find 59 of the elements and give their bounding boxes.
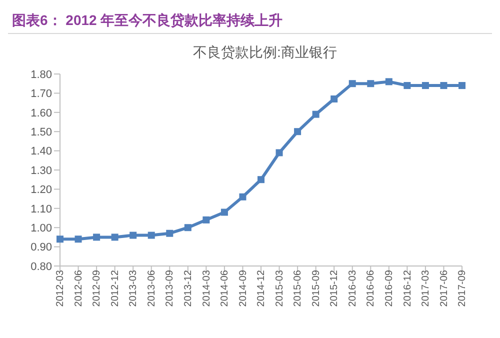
point [202, 216, 210, 224]
point [276, 149, 283, 156]
point [440, 82, 448, 90]
y-tick-label: 1.70 [30, 88, 52, 100]
chart-title: 图表6： 2012 年至今不良贷款比率持续上升 [8, 8, 492, 34]
x-tick-label: 2016-09 [384, 270, 396, 307]
point [330, 95, 338, 102]
point [458, 82, 466, 90]
x-tick-label: 2017-09 [457, 270, 468, 307]
point [148, 232, 155, 239]
x-tick-label: 2013-06 [146, 270, 158, 307]
point [111, 234, 118, 241]
point [130, 232, 137, 239]
point [367, 80, 374, 88]
x-tick-label: 2012-03 [55, 270, 66, 307]
point [404, 82, 411, 90]
point [239, 193, 246, 200]
x-tick-label: 2016-03 [347, 270, 358, 307]
point [422, 82, 429, 90]
y-tick-label: 1.10 [30, 203, 52, 216]
y-tick-label: 1.40 [30, 146, 52, 158]
x-tick-label: 2012-06 [73, 270, 84, 307]
x-tick-label: 2014-03 [201, 270, 212, 307]
x-tick-label: 2016-12 [402, 270, 414, 307]
x-tick-label: 2014-12 [256, 270, 268, 307]
chart-subtitle: 不良贷款比例:商业银行 [192, 44, 338, 62]
point [294, 128, 302, 136]
point [258, 176, 264, 184]
x-tick-label: 2015-09 [310, 270, 322, 307]
x-tick-label: 2014-09 [238, 270, 249, 307]
y-tick-label: 1.00 [30, 222, 52, 235]
point [56, 236, 64, 243]
x-tick-label: 2015-06 [292, 270, 304, 307]
point [348, 80, 356, 88]
y-tick-label: 1.20 [30, 184, 52, 196]
point [166, 230, 174, 237]
x-tick-label: 2014-06 [220, 270, 231, 307]
x-tick-label: 2013-12 [183, 270, 194, 307]
point [312, 110, 320, 118]
x-tick-label: 2013-09 [164, 270, 176, 307]
y-tick-label: 1.80 [30, 68, 52, 81]
point [220, 208, 228, 216]
point [93, 234, 100, 241]
y-tick-label: 1.60 [30, 107, 52, 120]
x-tick-label: 2015-03 [274, 270, 286, 307]
x-tick-label: 2017-06 [438, 270, 450, 307]
x-tick-label: 2012-09 [92, 270, 103, 307]
x-tick-label: 2017-03 [420, 270, 432, 307]
x-tick-label: 2012-12 [110, 270, 121, 307]
y-tick-label: 0.90 [30, 242, 52, 254]
x-tick-label: 2013-03 [128, 270, 140, 307]
x-tick-label: 2016-06 [366, 270, 377, 307]
point [184, 224, 192, 232]
point [385, 78, 392, 86]
y-tick-label: 1.50 [30, 126, 52, 139]
point [74, 236, 82, 243]
x-tick-label: 2015-12 [329, 270, 340, 307]
y-tick-label: 0.80 [30, 260, 52, 273]
y-tick-label: 1.30 [30, 164, 52, 177]
